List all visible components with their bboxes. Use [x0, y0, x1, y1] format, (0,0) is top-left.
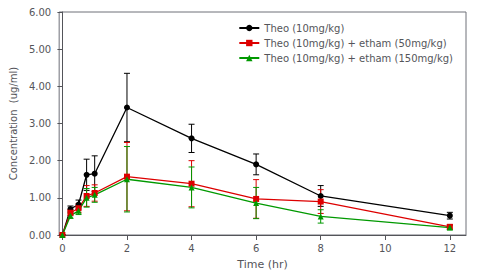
- svg-text:5.00: 5.00: [29, 44, 51, 55]
- svg-text:2.00: 2.00: [29, 155, 51, 166]
- svg-text:Theo (10mg/kg): Theo (10mg/kg): [263, 23, 344, 34]
- svg-text:8: 8: [318, 243, 324, 254]
- svg-text:3.00: 3.00: [29, 118, 51, 129]
- svg-text:Theo (10mg/kg) + etham (150mg/: Theo (10mg/kg) + etham (150mg/kg): [263, 53, 453, 64]
- svg-text:1.00: 1.00: [29, 192, 51, 203]
- svg-text:0.00: 0.00: [29, 230, 51, 241]
- svg-text:10: 10: [379, 243, 392, 254]
- svg-text:4: 4: [188, 243, 194, 254]
- svg-text:4.00: 4.00: [29, 81, 51, 92]
- svg-text:Theo (10mg/kg) + etham (50mg/k: Theo (10mg/kg) + etham (50mg/kg): [263, 38, 446, 49]
- svg-text:12: 12: [443, 243, 456, 254]
- svg-text:Concentration (ug/ml): Concentration (ug/ml): [8, 67, 19, 181]
- svg-text:0: 0: [59, 243, 65, 254]
- svg-text:Time (hr): Time (hr): [236, 258, 288, 271]
- svg-text:6: 6: [253, 243, 259, 254]
- svg-text:6.00: 6.00: [29, 7, 51, 18]
- svg-text:2: 2: [124, 243, 130, 254]
